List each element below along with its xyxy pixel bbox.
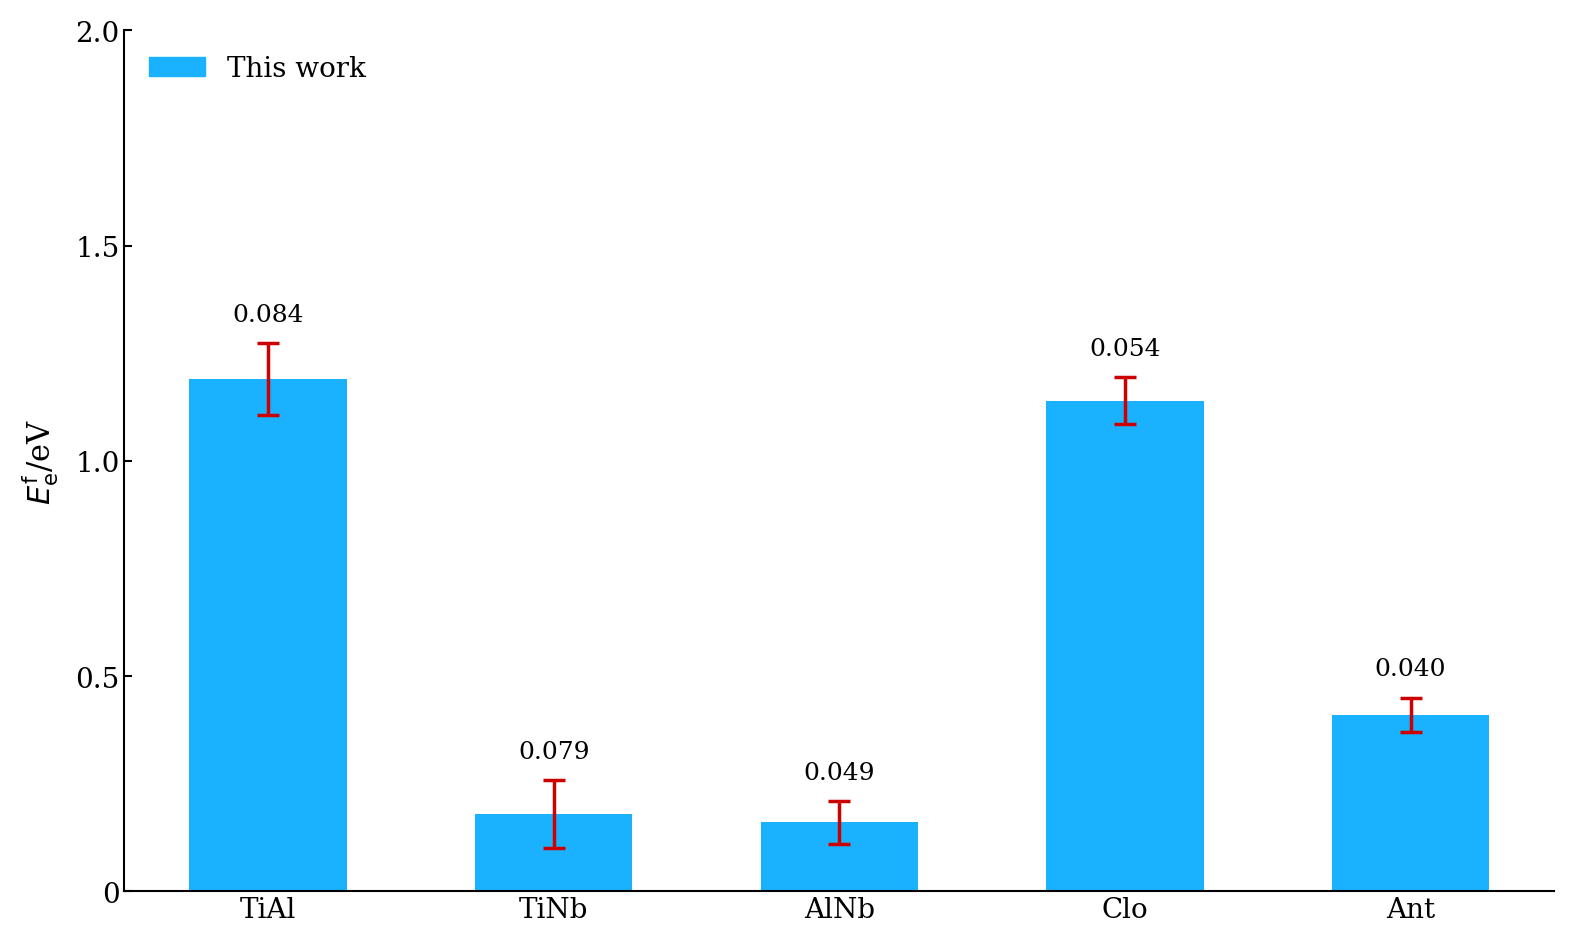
Bar xyxy=(1332,715,1490,891)
Y-axis label: $E_{\mathrm{e}}^{\mathrm{f}}$/eV: $E_{\mathrm{e}}^{\mathrm{f}}$/eV xyxy=(20,418,61,504)
Bar xyxy=(1046,401,1203,891)
Text: 0.040: 0.040 xyxy=(1375,658,1446,681)
Bar xyxy=(476,814,632,891)
Bar xyxy=(189,379,346,891)
Text: 0.054: 0.054 xyxy=(1090,338,1161,361)
Text: 0.084: 0.084 xyxy=(232,303,304,327)
Legend: This work: This work xyxy=(139,45,378,94)
Text: 0.049: 0.049 xyxy=(803,761,876,784)
Bar xyxy=(761,822,918,891)
Text: 0.079: 0.079 xyxy=(518,740,589,763)
